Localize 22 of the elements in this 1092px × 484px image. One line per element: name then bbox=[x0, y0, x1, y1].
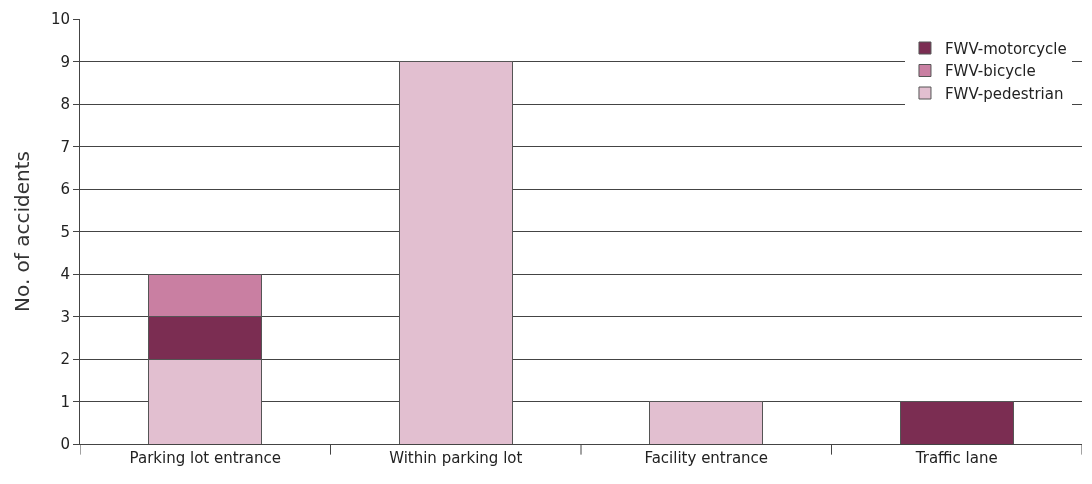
bar bbox=[649, 401, 764, 444]
x-tick-label: Parking lot entrance bbox=[129, 449, 281, 467]
x-tick-label: Traffic lane bbox=[914, 449, 998, 467]
y-tick-label: 2 bbox=[60, 350, 70, 369]
legend-label: FWV-bicycle bbox=[944, 62, 1036, 81]
y-tick-label: 5 bbox=[60, 222, 70, 241]
x-tick-label: Within parking lot bbox=[389, 449, 523, 467]
bar bbox=[899, 401, 1014, 444]
y-tick-label: 3 bbox=[60, 307, 70, 326]
y-tick-label: 4 bbox=[60, 265, 70, 284]
y-tick-label: 8 bbox=[60, 95, 70, 114]
x-tick-label: Facility entrance bbox=[644, 449, 769, 467]
y-tick-label: 6 bbox=[60, 180, 70, 199]
y-tick-label: 0 bbox=[60, 435, 70, 454]
y-tick-label: 1 bbox=[60, 392, 70, 411]
y-axis-title: No. of accidents bbox=[10, 151, 35, 312]
y-tick-label: 7 bbox=[60, 137, 70, 156]
legend-label: FWV-motorcycle bbox=[944, 39, 1067, 58]
y-tick-label: 10 bbox=[50, 10, 70, 29]
bar bbox=[398, 61, 513, 444]
legend-label: FWV-pedestrian bbox=[944, 84, 1064, 103]
y-tick-label: 9 bbox=[60, 52, 70, 71]
